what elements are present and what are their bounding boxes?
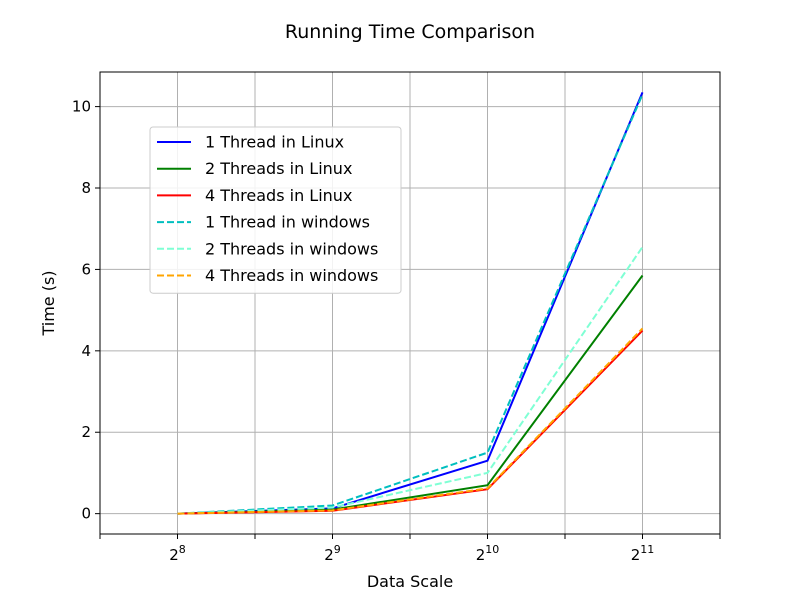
y-tick-label: 2	[81, 423, 91, 441]
y-tick-label: 6	[81, 260, 91, 278]
x-tick-label-base: 2	[169, 546, 179, 564]
legend-box	[149, 126, 402, 294]
legend-label: 1 Thread in windows	[205, 213, 370, 232]
x-tick-label-exponent: 11	[640, 543, 654, 556]
x-tick-label-exponent: 10	[485, 543, 499, 556]
x-tick-label-base: 2	[476, 546, 486, 564]
y-axis-label: Time (s)	[39, 270, 58, 336]
legend-label: 2 Threads in Linux	[205, 159, 352, 178]
series-line	[177, 327, 644, 515]
series-lines	[177, 92, 644, 515]
legend-label: 2 Threads in windows	[205, 239, 378, 258]
x-tick-label: 29	[324, 543, 341, 564]
series-line	[177, 94, 644, 515]
chart-title: Running Time Comparison	[285, 21, 535, 43]
x-tick-label: 210	[476, 543, 500, 564]
legend-label: 4 Threads in windows	[205, 266, 378, 285]
y-tick-label: 0	[81, 505, 91, 523]
legend-label: 4 Threads in Linux	[205, 186, 352, 205]
x-tick-label-base: 2	[631, 546, 641, 564]
x-tick-label-exponent: 8	[179, 543, 186, 556]
legend: 1 Thread in Linux 2 Threads in Linux 4 Thr…	[149, 126, 402, 294]
grid	[99, 72, 721, 534]
x-tick-label-exponent: 9	[334, 543, 341, 556]
y-tick-label: 8	[81, 179, 91, 197]
y-tick-label: 4	[81, 342, 91, 360]
series-line	[177, 246, 644, 515]
y-tick-label: 10	[72, 98, 91, 116]
legend-label: 1 Thread in Linux	[205, 133, 344, 152]
x-tick-label-base: 2	[324, 546, 334, 564]
x-axis-label: Data Scale	[367, 572, 453, 591]
x-tick-label: 211	[631, 543, 655, 564]
x-tick-label: 28	[169, 543, 186, 564]
